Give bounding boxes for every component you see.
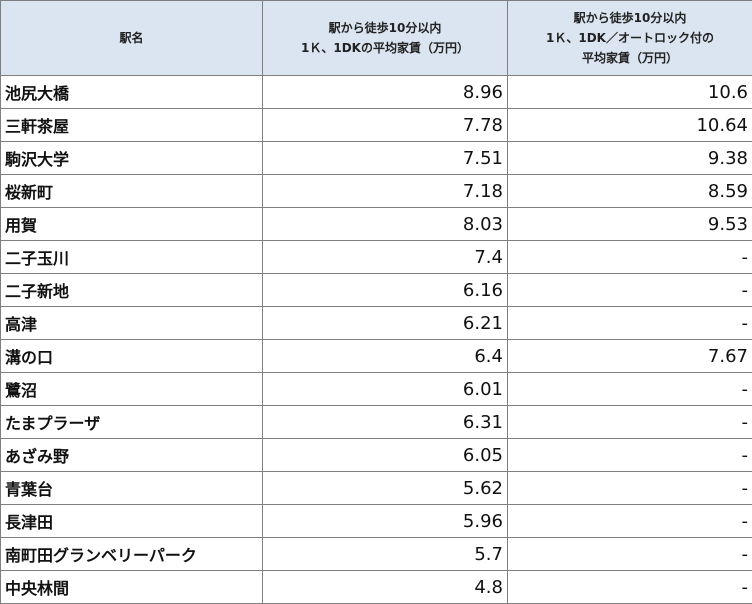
rent-value: 4.8 — [262, 570, 508, 604]
rent-value: 7.78 — [262, 108, 508, 142]
header-line: 1Ｋ、1DK／オートロック付の — [546, 31, 714, 45]
rent-value: - — [507, 240, 752, 274]
header-line: 駅から徒歩10分以内 — [573, 11, 687, 25]
station-name: 中央林間 — [0, 570, 263, 604]
rent-value: 6.05 — [262, 438, 508, 472]
table-row: 青葉台 5.62- — [0, 471, 752, 505]
station-name: 南町田グランベリーパーク — [0, 537, 263, 571]
rent-value: - — [507, 405, 752, 439]
rent-value: - — [507, 273, 752, 307]
rent-value: 6.21 — [262, 306, 508, 340]
table-row: 二子玉川 7.4- — [0, 240, 752, 274]
header-cell: 駅名 — [0, 0, 263, 76]
header-line: 平均家賃（万円） — [581, 51, 678, 65]
table-row: 三軒茶屋 7.78 10.64 — [0, 108, 752, 142]
table-row: 桜新町 7.18 8.59 — [0, 174, 752, 208]
station-name: 二子新地 — [0, 273, 263, 307]
rent-value: - — [507, 438, 752, 472]
header-line: 1Ｋ、1DKの平均家賃（万円） — [301, 41, 469, 55]
rent-value: - — [507, 471, 752, 505]
table-row: 南町田グランベリーパーク 5.7- — [0, 537, 752, 571]
table-row: 溝の口 6.4 7.67 — [0, 339, 752, 373]
station-name: 三軒茶屋 — [0, 108, 263, 142]
rent-value: 8.59 — [507, 174, 752, 208]
rent-value: 7.4 — [262, 240, 508, 274]
rent-value: 5.96 — [262, 504, 508, 538]
rent-value: 10.64 — [507, 108, 752, 142]
rent-value: 6.01 — [262, 372, 508, 406]
rent-value: - — [507, 570, 752, 604]
rent-value: 9.38 — [507, 141, 752, 175]
rent-value: 5.62 — [262, 471, 508, 505]
table-row: たまプラーザ 6.31- — [0, 405, 752, 439]
table-row: 中央林間 4.8- — [0, 570, 752, 604]
table-row: 二子新地 6.16- — [0, 273, 752, 307]
table-row: 長津田 5.96- — [0, 504, 752, 538]
table-body: 池尻大橋 8.96 10.6 三軒茶屋 7.78 10.64 駒沢大学 7.51 9.38 桜新町… — [0, 75, 752, 604]
table-row: 池尻大橋 8.96 10.6 — [0, 75, 752, 109]
rent-value: 6.31 — [262, 405, 508, 439]
table-row: 用賀 8.03 9.53 — [0, 207, 752, 241]
rent-value: 9.53 — [507, 207, 752, 241]
table-row: 駒沢大学 7.51 9.38 — [0, 141, 752, 175]
header-line: 駅名 — [119, 31, 144, 45]
station-name: あざみ野 — [0, 438, 263, 472]
header-line: 駅から徒歩10分以内 — [328, 21, 442, 35]
table-row: あざみ野 6.05- — [0, 438, 752, 472]
station-name: 用賀 — [0, 207, 263, 241]
rent-value: 7.51 — [262, 141, 508, 175]
rent-value: 8.03 — [262, 207, 508, 241]
rent-value: 10.6 — [507, 75, 752, 109]
station-name: 桜新町 — [0, 174, 263, 208]
station-name: 二子玉川 — [0, 240, 263, 274]
rent-value: - — [507, 504, 752, 538]
rent-value: 5.7 — [262, 537, 508, 571]
rent-value: 8.96 — [262, 75, 508, 109]
rent-value: - — [507, 372, 752, 406]
table-row: 高津 6.21- — [0, 306, 752, 340]
rent-value: 6.16 — [262, 273, 508, 307]
header-row: 駅名 駅から徒歩10分以内 1Ｋ、1DKの平均家賃（万円） 駅から徒歩10分以内 1Ｋ、… — [0, 0, 752, 76]
station-name: 駒沢大学 — [0, 141, 263, 175]
rent-value: - — [507, 306, 752, 340]
station-name: 高津 — [0, 306, 263, 340]
header-cell: 駅から徒歩10分以内 1Ｋ、1DKの平均家賃（万円） — [262, 0, 508, 76]
station-name: 溝の口 — [0, 339, 263, 373]
rent-value: - — [507, 537, 752, 571]
rent-value: 7.18 — [262, 174, 508, 208]
table-row: 鷺沼 6.01- — [0, 372, 752, 406]
station-name: 青葉台 — [0, 471, 263, 505]
station-name: 池尻大橋 — [0, 75, 263, 109]
station-name: 長津田 — [0, 504, 263, 538]
station-name: 鷺沼 — [0, 372, 263, 406]
rent-value: 6.4 — [262, 339, 508, 373]
station-name: たまプラーザ — [0, 405, 263, 439]
rent-value: 7.67 — [507, 339, 752, 373]
header-cell: 駅から徒歩10分以内 1Ｋ、1DK／オートロック付の 平均家賃（万円） — [507, 0, 752, 76]
